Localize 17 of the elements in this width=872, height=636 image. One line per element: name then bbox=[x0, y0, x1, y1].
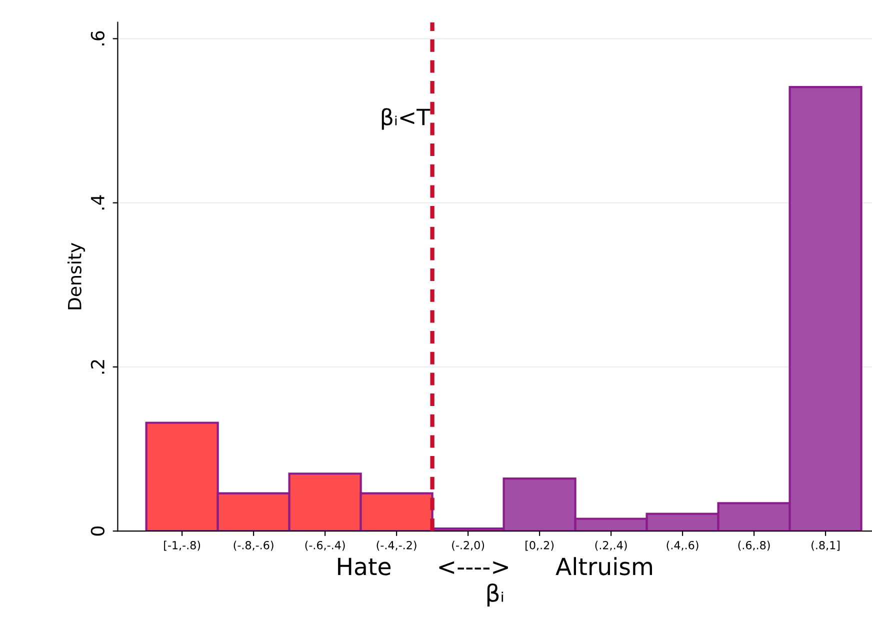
y-tick-label: .2 bbox=[90, 360, 104, 374]
x-tick-label: [0,.2) bbox=[526, 540, 554, 551]
x-tick-label: (.2,.4) bbox=[595, 540, 627, 551]
y-axis-title: Density bbox=[67, 242, 85, 310]
x-tick-label: (-.8,-.6) bbox=[234, 540, 274, 551]
x-tick-label: (-.2,0) bbox=[452, 540, 484, 551]
y-tick-label: .4 bbox=[91, 195, 104, 210]
y-tick-label: 0 bbox=[90, 526, 104, 536]
x-tick-label: (-.4,-.2) bbox=[376, 540, 416, 551]
x-axis-title: Hate <----> Altruism βᵢ bbox=[338, 557, 652, 607]
x-tick-label: (.8,1] bbox=[812, 540, 840, 551]
x-tick-label: [-1,-.8) bbox=[164, 540, 200, 551]
x-tick-label: (-.6,-.4) bbox=[305, 540, 345, 551]
ref-line-label: βᵢ<T bbox=[382, 108, 430, 130]
y-tick-label: .6 bbox=[90, 31, 104, 46]
x-tick-label: (.6,.8) bbox=[738, 540, 770, 551]
x-tick-label: (.4,.6) bbox=[666, 540, 698, 551]
